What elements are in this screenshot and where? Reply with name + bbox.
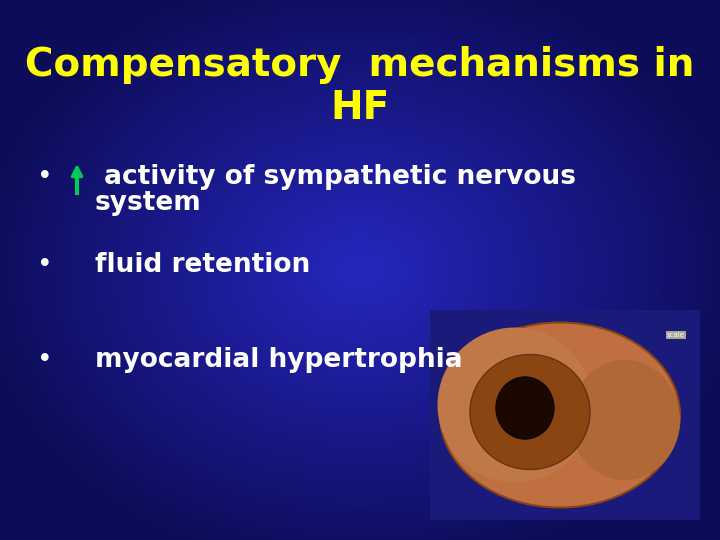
Ellipse shape [438,327,593,483]
Text: HF: HF [330,89,390,127]
FancyBboxPatch shape [430,310,700,520]
Text: myocardial hypertrophia: myocardial hypertrophia [95,347,463,373]
Ellipse shape [470,354,590,469]
Text: •: • [37,347,53,373]
Text: •: • [37,164,53,190]
Text: system: system [95,190,202,216]
Text: •: • [37,252,53,278]
Ellipse shape [440,322,680,508]
Text: scale: scale [667,332,685,338]
Text: activity of sympathetic nervous: activity of sympathetic nervous [95,164,576,190]
Ellipse shape [570,360,680,480]
Ellipse shape [496,377,554,439]
Text: fluid retention: fluid retention [95,252,310,278]
Text: Compensatory  mechanisms in: Compensatory mechanisms in [25,46,695,84]
FancyArrowPatch shape [73,167,81,190]
